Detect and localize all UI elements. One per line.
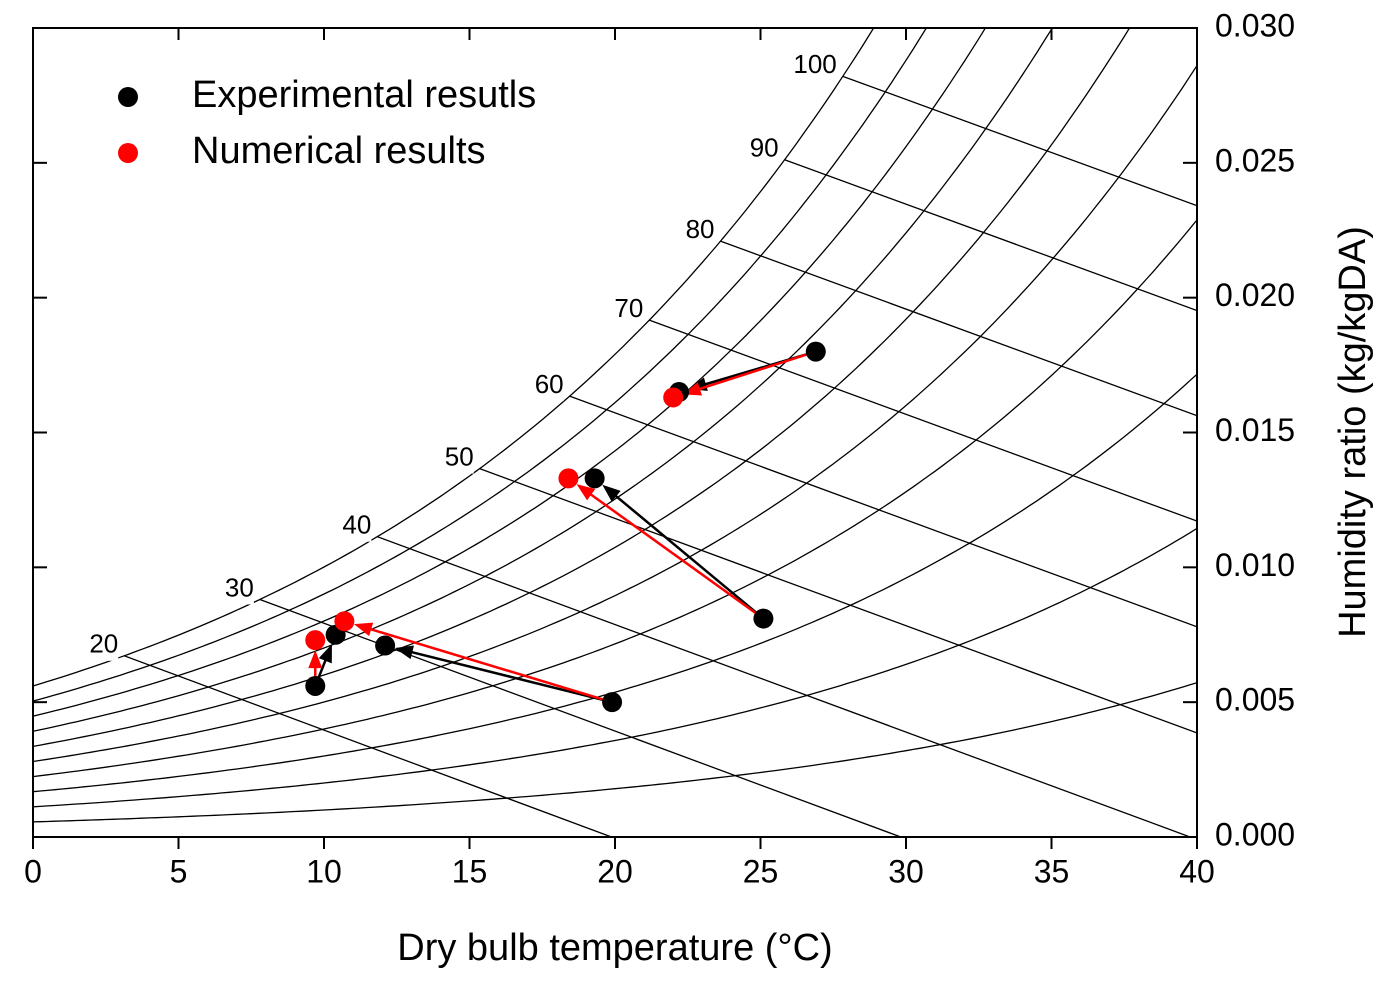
legend-label: Numerical results [192, 130, 486, 172]
enthalpy-label: 60 [535, 369, 564, 399]
data-point [305, 630, 326, 651]
label-bg [790, 51, 837, 82]
numerical-arrow-head [576, 484, 596, 501]
data-point [805, 341, 826, 362]
enthalpy-line [720, 240, 1197, 417]
x-tick-label: 35 [1034, 853, 1070, 889]
y-tick-label: 0.025 [1215, 142, 1295, 178]
enthalpy-label: 50 [445, 441, 474, 471]
x-tick-label: 10 [306, 853, 342, 889]
rh-curve [33, 28, 987, 717]
label-bg [325, 511, 372, 542]
rh-curve [33, 527, 1197, 808]
y-tick-label: 0.005 [1215, 682, 1295, 718]
experimental-arrow [612, 492, 765, 620]
rh-curve [33, 28, 928, 702]
psychrometric-lines [33, 28, 1197, 837]
y-tick-label: 0.010 [1215, 547, 1295, 583]
x-axis-title: Dry bulb temperature (°C) [397, 927, 832, 969]
enthalpy-label: 100 [793, 49, 836, 79]
numerical-arrow [695, 350, 817, 392]
rh-curve [33, 65, 1197, 763]
enthalpy-line [569, 395, 1197, 628]
enthalpy-line [259, 598, 902, 837]
enthalpy-label: 30 [225, 572, 254, 602]
enthalpy-label: 90 [750, 133, 779, 163]
data-point [584, 468, 605, 489]
rh-curve [33, 682, 1197, 823]
label-bg [732, 134, 779, 165]
label-bg [427, 443, 474, 474]
data-point [558, 468, 579, 489]
enthalpy-line [124, 655, 612, 837]
enthalpy-line [377, 536, 1191, 837]
x-tick-label: 0 [24, 853, 42, 889]
numerical-arrow-head [308, 650, 323, 669]
legend-marker [118, 143, 138, 163]
rh-curve [33, 28, 1054, 732]
numerical-arrow [587, 491, 765, 620]
data-point [602, 692, 623, 713]
label-bg [72, 630, 119, 661]
experimental-arrow-head [602, 484, 621, 502]
legend-marker [118, 87, 138, 107]
experimental-arrow-head [394, 645, 414, 660]
label-bg [668, 216, 715, 247]
data-point [334, 611, 355, 632]
x-tick-label: 15 [452, 853, 488, 889]
label-bg [207, 574, 254, 605]
experimental-arrow-head [318, 644, 332, 664]
y-tick-label: 0.020 [1215, 277, 1295, 313]
x-tick-label: 30 [888, 853, 924, 889]
data-point [375, 635, 396, 656]
y-tick-label: 0.015 [1215, 412, 1295, 448]
rh-curve [33, 28, 1131, 748]
data-point [305, 675, 326, 696]
rh-curve [33, 219, 1197, 778]
legend-label: Experimental resutls [192, 74, 536, 116]
x-tick-label: 20 [597, 853, 633, 889]
enthalpy-line [479, 467, 1197, 734]
label-bg [517, 371, 564, 402]
enthalpy-label: 40 [342, 510, 371, 540]
enthalpy-line [649, 319, 1197, 522]
x-tick-label: 40 [1179, 853, 1215, 889]
x-tick-label: 5 [170, 853, 188, 889]
y-axis-title: Humidity ratio (kg/kgDA) [1332, 226, 1374, 638]
numerical-arrow [366, 627, 613, 704]
numerical-arrow-head [353, 622, 374, 637]
data-point [663, 387, 684, 408]
enthalpy-label: 20 [89, 629, 118, 659]
y-tick-label: 0.000 [1215, 816, 1295, 852]
y-tick-label: 0.030 [1215, 7, 1295, 43]
label-bg [597, 295, 644, 326]
enthalpy-label: 80 [686, 214, 715, 244]
enthalpy-line [784, 159, 1197, 312]
data-point [753, 608, 774, 629]
x-tick-label: 25 [743, 853, 779, 889]
enthalpy-label: 70 [614, 293, 643, 323]
rh-curve [33, 28, 875, 687]
experimental-arrow [408, 650, 613, 704]
rh-curve [33, 373, 1197, 793]
enthalpy-line [842, 75, 1197, 207]
